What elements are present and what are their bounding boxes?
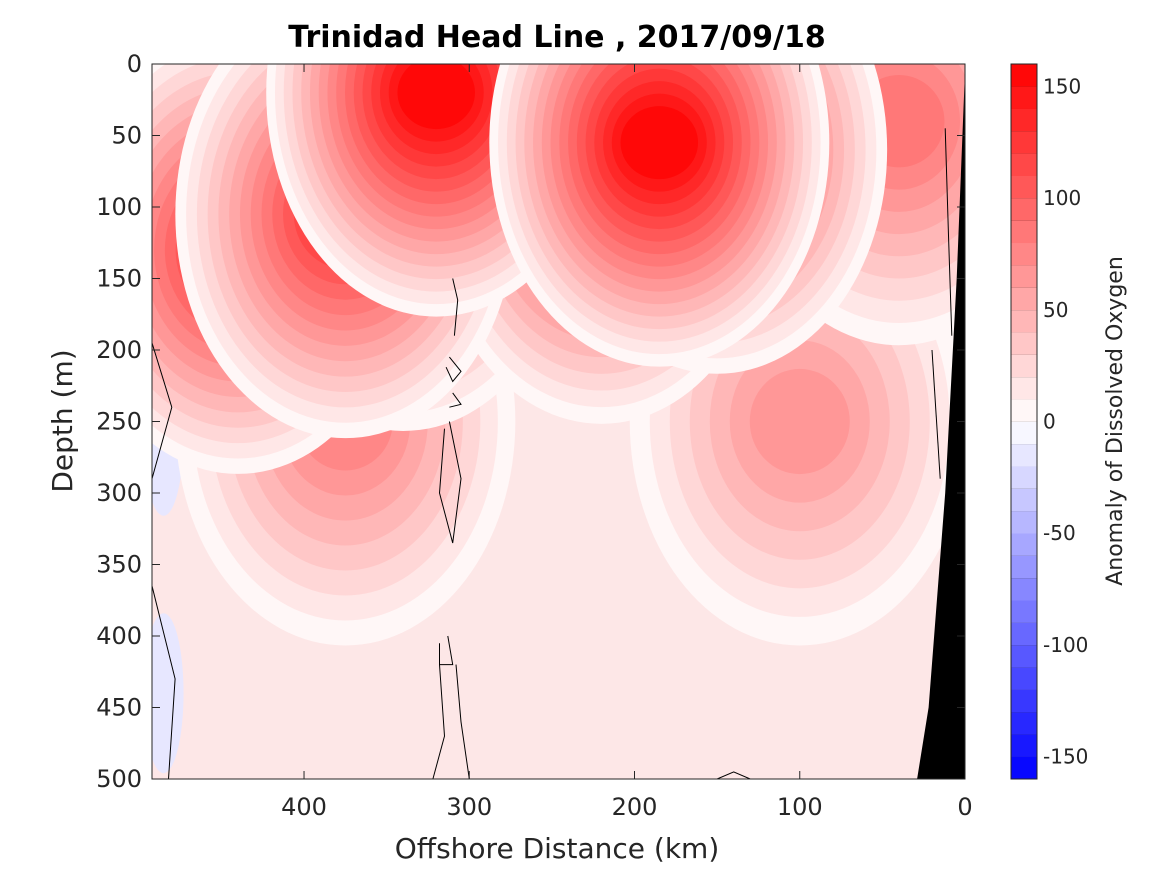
y-tick-label: 500 (96, 765, 142, 793)
colorbar-swatch (1011, 153, 1037, 177)
colorbar-tick-label: -150 (1043, 745, 1088, 769)
zero-contour (452, 278, 459, 336)
colorbar-swatch (1011, 198, 1037, 221)
colorbar-swatch (1011, 242, 1037, 266)
zero-contour (716, 771, 751, 779)
zero-contour (931, 349, 941, 479)
y-tick-label: 300 (96, 479, 142, 507)
colorbar-swatch (1011, 689, 1037, 713)
y-tick-label: 450 (96, 694, 142, 722)
anomaly-field (152, 64, 965, 774)
colorbar-swatch (1011, 64, 1037, 87)
colorbar-swatch (1011, 108, 1037, 132)
colorbar-swatch (1011, 131, 1037, 154)
colorbar-swatch (1011, 466, 1037, 489)
plot-area (152, 64, 965, 779)
colorbar-tick-label: -100 (1043, 633, 1088, 657)
x-tick-label: 400 (281, 793, 327, 821)
colorbar-swatch (1011, 510, 1037, 534)
y-tick-label: 250 (96, 408, 142, 436)
colorbar-swatch (1011, 265, 1037, 288)
colorbar-tick-label: 0 (1043, 410, 1056, 434)
field-level (397, 64, 475, 130)
y-tick-label: 150 (96, 265, 142, 293)
colorbar-swatch (1011, 421, 1037, 445)
zero-contour (432, 664, 446, 779)
colorbar-swatch (1011, 711, 1037, 735)
colorbar-tick-label: 100 (1043, 186, 1081, 210)
colorbar: 150 100 50 0 -50 -100 -150 (1010, 63, 1088, 780)
colorbar-swatch (1011, 332, 1037, 355)
chart-title: Trinidad Head Line , 2017/09/18 (288, 20, 825, 55)
x-tick-label: 0 (957, 793, 972, 821)
colorbar-title: Anomaly of Dissolved Oxygen (1103, 256, 1128, 586)
field-feature (489, 64, 830, 367)
field-level (152, 613, 184, 774)
colorbar-swatch (1011, 622, 1037, 646)
colorbar-swatch (1011, 577, 1037, 601)
y-tick-label: 350 (96, 551, 142, 579)
y-tick-label: 100 (96, 193, 142, 221)
colorbar-tick-label: -50 (1043, 521, 1076, 545)
zero-contour (438, 421, 462, 544)
colorbar-swatch (1011, 667, 1037, 690)
colorbar-swatch (1011, 443, 1037, 467)
colorbar-swatch (1011, 354, 1037, 378)
colorbar-swatch (1011, 555, 1037, 579)
zero-contour (152, 585, 176, 779)
x-axis-title: Offshore Distance (km) (395, 832, 720, 865)
bathymetry (917, 71, 965, 779)
zero-contour (152, 342, 173, 479)
colorbar-frame (1010, 63, 1038, 780)
colorbar-swatch (1011, 533, 1037, 556)
field-level (749, 368, 850, 475)
zero-contours (152, 128, 953, 779)
colorbar-swatch (1011, 376, 1037, 400)
zero-contour (445, 356, 462, 383)
y-tick-label: 400 (96, 622, 142, 650)
y-axis-title: Depth (m) (46, 349, 79, 492)
field-level (620, 106, 699, 180)
colorbar-swatch (1011, 600, 1037, 623)
x-tick-label: 300 (446, 793, 492, 821)
colorbar-swatch (1011, 309, 1037, 333)
colorbar-swatch (1011, 644, 1037, 668)
zero-contour (439, 635, 454, 666)
x-tick-label: 100 (777, 793, 823, 821)
zero-contour (449, 392, 462, 408)
x-tick-label: 200 (612, 793, 658, 821)
zero-contour (455, 664, 470, 779)
field-feature (152, 613, 184, 774)
colorbar-swatch (1011, 287, 1037, 311)
colorbar-swatch (1011, 175, 1037, 199)
y-axis: 0 50 100 150 200 250 300 350 400 450 500 (96, 50, 965, 793)
colorbar-swatch (1011, 86, 1037, 109)
y-tick-label: 200 (96, 336, 142, 364)
colorbar-tick-label: 50 (1043, 298, 1068, 322)
colorbar-swatch (1011, 220, 1037, 244)
y-tick-label: 0 (127, 50, 142, 78)
colorbar-tick-label: 150 (1043, 74, 1081, 98)
zero-contour (944, 128, 953, 336)
x-axis: 400 300 200 100 0 (281, 64, 973, 821)
colorbar-swatch (1011, 399, 1037, 422)
colorbar-swatch (1011, 734, 1037, 757)
colorbar-swatch (1011, 756, 1037, 780)
y-tick-label: 50 (111, 122, 142, 150)
colorbar-swatch (1011, 488, 1037, 512)
